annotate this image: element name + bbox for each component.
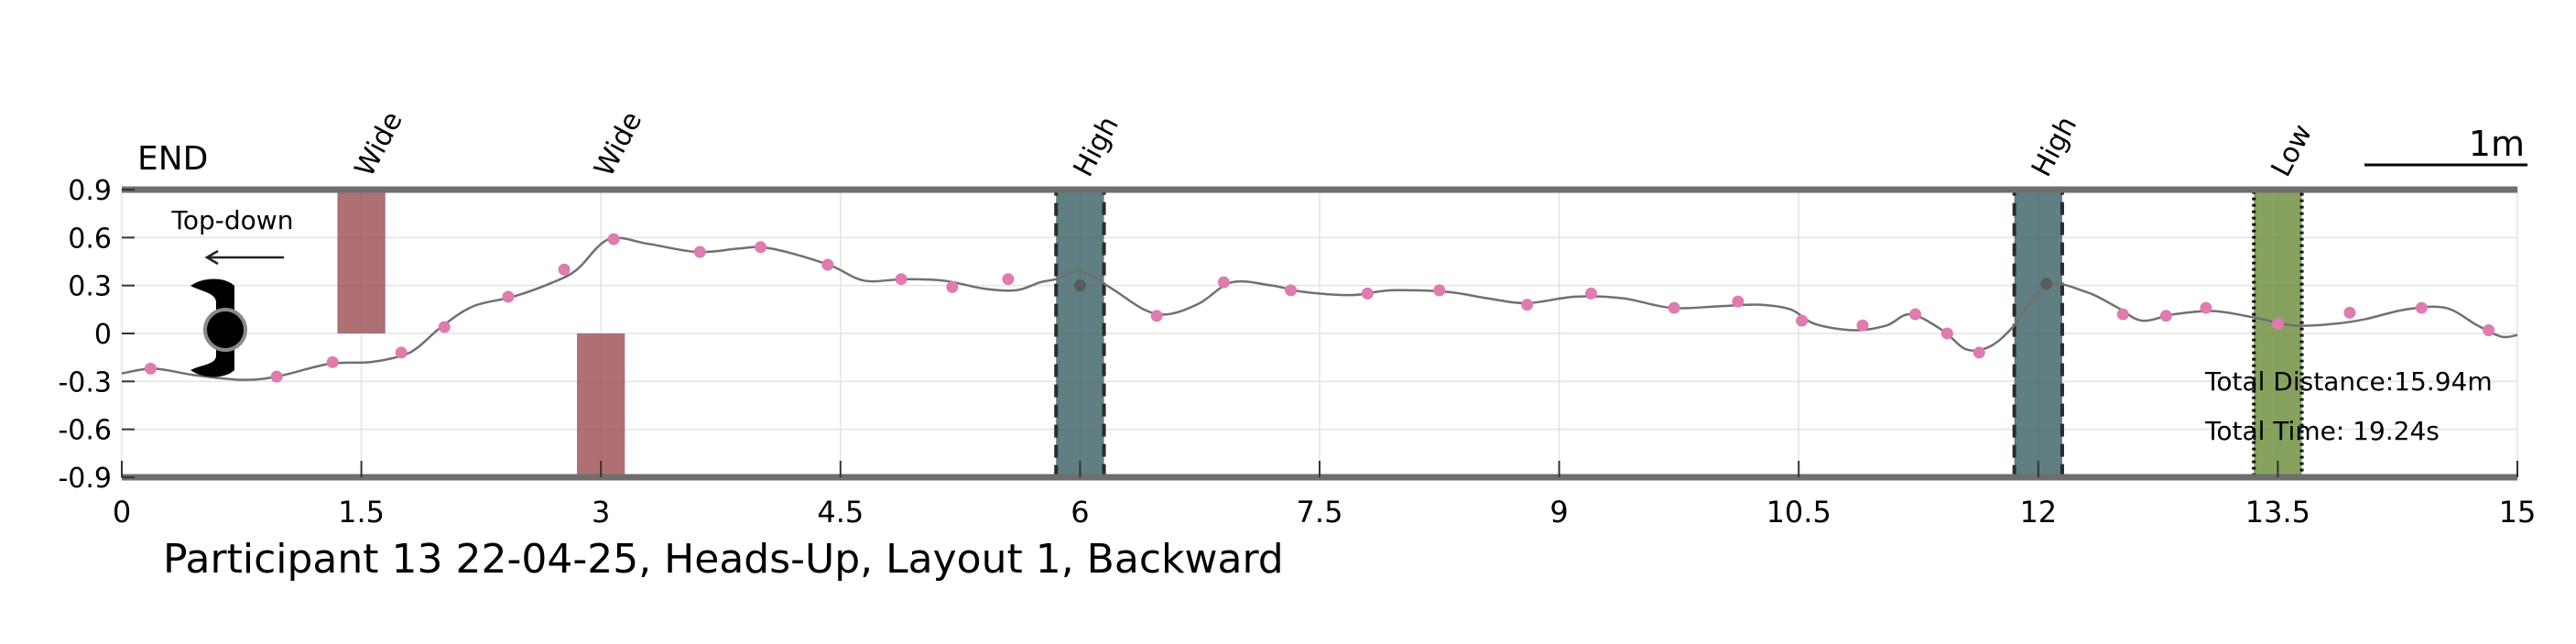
y-tick-label: 0: [94, 319, 112, 351]
x-tick-label: 6: [1071, 495, 1089, 529]
trajectory-point: [1940, 327, 1953, 340]
trajectory-point: [1732, 295, 1745, 308]
scale-label: 1m: [2469, 124, 2525, 164]
trajectory-point: [2343, 306, 2356, 319]
trajectory-point: [693, 246, 706, 258]
obstacle-wide-0: [337, 190, 386, 333]
obstacle-label-3: High: [2026, 111, 2083, 181]
obstacle-label-2: High: [1068, 111, 1125, 181]
trajectory-point: [1002, 273, 1015, 286]
trajectory-point: [1433, 284, 1446, 297]
obstacle-label-1: Wide: [588, 106, 648, 182]
x-tick-label: 15: [2499, 495, 2537, 529]
trajectory-point: [558, 263, 571, 276]
obstacles: [337, 188, 2304, 479]
top-down-indicator: Top-down: [171, 205, 294, 377]
x-tick-label: 10.5: [1766, 495, 1831, 529]
obstacle-label-0: Wide: [349, 106, 409, 182]
arrow-left-icon: [204, 249, 284, 266]
trajectory-point: [1909, 308, 1922, 321]
x-tick-label: 0: [113, 495, 131, 529]
trajectory-point: [2415, 301, 2428, 314]
trajectory-point: [326, 355, 339, 368]
y-tick-label: -0.3: [58, 366, 112, 398]
axes: 0 1.5 3 4.5 6 7.5 9 10.5 12 13.5 15 0.9 0.6 0.3 0 -0.3 -…: [58, 175, 2536, 529]
trajectory-point: [1361, 287, 1374, 300]
obstacle-labels: Wide Wide High High Low: [349, 106, 2319, 182]
total-time: Total Time: 19.24s: [2204, 416, 2440, 446]
trajectory-point: [2271, 318, 2284, 331]
trajectory-markers: [144, 233, 2495, 383]
obstacle-label-4: Low: [2266, 119, 2320, 182]
y-tick-label: 0.6: [68, 223, 112, 255]
trajectory-point: [755, 241, 767, 254]
x-tick-label: 12: [2019, 495, 2057, 529]
top-down-label: Top-down: [171, 205, 294, 235]
trajectory-point: [1668, 301, 1680, 314]
trajectory-point: [1584, 287, 1597, 300]
trajectory-point: [1217, 276, 1230, 289]
trajectory-point: [1796, 314, 1809, 327]
trajectory-point: [2116, 308, 2129, 321]
end-label: END: [137, 140, 208, 178]
trajectory-point: [1521, 299, 1534, 311]
y-tick-label: -0.6: [58, 415, 112, 447]
trajectory-point-dark: [2040, 278, 2053, 290]
trajectory-point: [1150, 310, 1163, 322]
y-tick-label: 0.9: [68, 175, 112, 207]
obstacle-high-2: [1054, 188, 1106, 479]
trajectory-point: [438, 321, 451, 333]
trajectory-point: [144, 362, 157, 375]
x-tick-label: 9: [1549, 495, 1568, 529]
trajectory-point: [821, 258, 834, 271]
trajectory-point: [2159, 310, 2172, 322]
trajectory-point: [607, 233, 620, 246]
x-tick-label: 1.5: [338, 495, 385, 529]
trajectory-point: [895, 273, 908, 286]
y-tick-label: -0.9: [58, 463, 112, 495]
walker-icon: [190, 278, 247, 377]
trajectory-point: [1856, 319, 1869, 332]
obstacle-high-3: [2012, 188, 2064, 479]
trajectory-point: [1285, 284, 1298, 297]
trajectory-point-dark: [1073, 279, 1086, 292]
x-tick-label: 7.5: [1297, 495, 1343, 529]
trajectory-point: [946, 280, 959, 293]
x-tick-label: 4.5: [817, 495, 864, 529]
total-distance: Total Distance:15.94m: [2204, 366, 2493, 397]
chart-title: Participant 13 22-04-25, Heads-Up, Layou…: [163, 536, 1284, 583]
obstacle-wide-1: [577, 333, 625, 477]
scale-bar: 1m: [2364, 124, 2527, 167]
y-tick-label: 0.3: [68, 271, 112, 303]
trajectory-point: [1973, 346, 1985, 359]
trajectory-point: [502, 290, 515, 303]
x-tick-label: 3: [592, 495, 610, 529]
x-tick-label: 13.5: [2245, 495, 2310, 529]
trajectory-point: [270, 370, 283, 383]
trajectory-point: [2200, 301, 2212, 314]
trajectory-point: [2483, 324, 2495, 337]
grid: [121, 189, 2518, 478]
trajectory-point: [395, 346, 408, 359]
